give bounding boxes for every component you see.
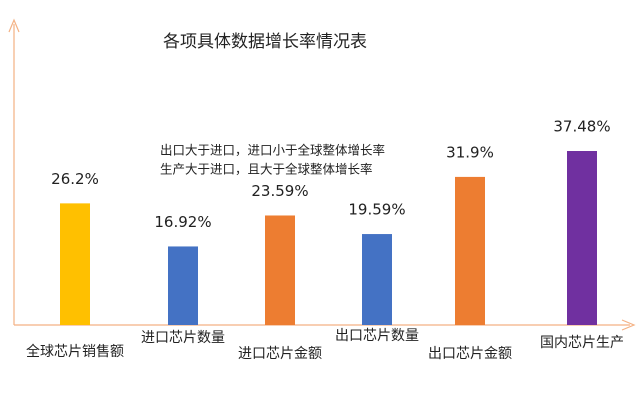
value-label: 26.2% xyxy=(51,170,99,188)
bar xyxy=(60,203,90,325)
x-tick-label: 进口芯片数量 xyxy=(141,330,225,346)
annotation: 出口大于进口，进口小于全球整体增长率 xyxy=(160,143,385,158)
x-tick-label: 全球芯片销售额 xyxy=(26,343,124,360)
value-label: 16.92% xyxy=(154,213,211,231)
value-label: 19.59% xyxy=(348,201,405,219)
value-label: 37.48% xyxy=(553,118,610,136)
chart-title: 各项具体数据增长率情况表 xyxy=(163,32,367,52)
bar xyxy=(168,246,198,325)
x-axis-arrow xyxy=(621,319,636,331)
x-tick-label: 出口芯片数量 xyxy=(335,328,419,344)
bar xyxy=(362,234,392,325)
value-label: 31.9% xyxy=(446,143,494,161)
y-axis-arrow xyxy=(8,18,20,33)
bar xyxy=(567,151,597,325)
value-label: 23.59% xyxy=(251,182,308,200)
x-tick-label: 国内芯片生产 xyxy=(540,335,624,351)
bar xyxy=(265,215,295,325)
annotation: 生产大于进口，且大于全球整体增长率 xyxy=(160,162,373,177)
x-tick-label: 出口芯片金额 xyxy=(428,346,512,362)
bar xyxy=(455,176,485,325)
x-tick-label: 进口芯片金额 xyxy=(238,346,322,362)
